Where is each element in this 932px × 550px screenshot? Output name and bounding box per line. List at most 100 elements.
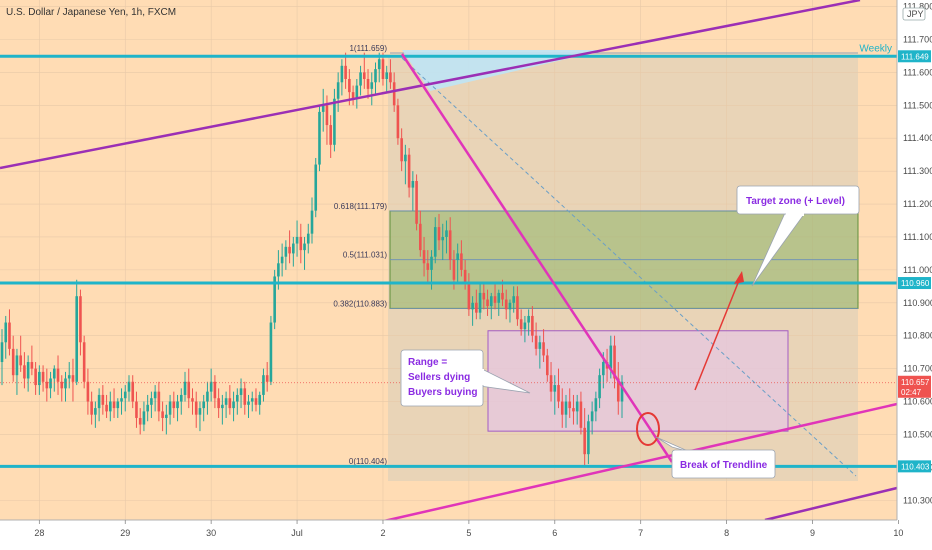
channel-upper-line[interactable] <box>0 0 861 170</box>
candle <box>86 368 90 415</box>
candle <box>594 391 598 422</box>
candle <box>4 315 8 359</box>
candle <box>400 128 403 172</box>
time-axis-label: 2 <box>380 528 385 538</box>
candle-body <box>482 292 486 300</box>
candle <box>127 375 131 402</box>
candle-body <box>512 296 515 303</box>
candle <box>467 273 471 316</box>
candle <box>123 385 127 412</box>
price-axis[interactable]: 111.800 111.700 111.600 111.500 111.400 111.3… <box>903 2 932 506</box>
dashed-projection-line <box>401 57 857 477</box>
candle-body <box>516 296 519 320</box>
candle <box>258 391 262 415</box>
candle-body <box>374 69 377 83</box>
candle <box>64 371 67 402</box>
descending-trendline[interactable] <box>400 53 674 463</box>
level-price-tag-text: 110.403 <box>901 462 930 471</box>
candle-body <box>94 408 97 415</box>
ascending-trendline[interactable] <box>383 402 898 523</box>
candle <box>142 401 146 432</box>
candle <box>292 236 295 267</box>
candle-body <box>217 398 220 409</box>
candle-body <box>392 82 396 106</box>
candle <box>497 289 501 316</box>
candle-body <box>38 371 41 386</box>
candle <box>179 388 183 415</box>
level-name: Weekly <box>859 43 892 54</box>
candle <box>531 306 534 343</box>
candle <box>191 388 194 415</box>
candle-body <box>127 381 131 392</box>
candle-body <box>232 401 235 409</box>
candle <box>250 391 254 412</box>
candle <box>11 335 15 382</box>
candle <box>101 385 105 415</box>
price-axis-label: 111.200 <box>903 199 932 209</box>
candle <box>284 240 288 270</box>
candle-body <box>598 375 601 399</box>
candle <box>616 362 620 415</box>
fib-label: 0.382(110.883) <box>333 299 387 308</box>
candle-body <box>452 260 456 280</box>
candle <box>269 315 273 386</box>
candle-body <box>546 355 549 376</box>
candle <box>23 352 26 389</box>
candle <box>366 69 370 99</box>
candle <box>340 59 344 96</box>
candle-body <box>389 72 392 83</box>
candle <box>355 78 359 109</box>
candle <box>19 335 22 372</box>
candle <box>572 394 575 425</box>
candle-body <box>497 292 501 303</box>
time-axis-label: 5 <box>466 528 471 538</box>
range-callout[interactable]: Range = Sellers dying Buyers buying <box>400 349 531 407</box>
candle-body <box>594 398 598 412</box>
candle-body <box>564 401 568 415</box>
candle <box>247 394 250 418</box>
candle <box>138 408 142 435</box>
level-price-tag-text: 111.649 <box>901 52 929 61</box>
candle-body <box>202 401 205 409</box>
candle-body <box>153 391 157 399</box>
candle-body <box>49 378 52 389</box>
candle <box>232 391 235 422</box>
candle <box>45 368 49 402</box>
price-axis-label: 111.700 <box>903 34 932 44</box>
candle-body <box>344 65 347 79</box>
candle <box>523 315 527 343</box>
candle-body <box>79 296 82 343</box>
candle <box>489 292 493 320</box>
candle-body <box>407 154 411 188</box>
candle-body <box>150 398 153 405</box>
candle-body <box>288 246 291 254</box>
time-axis-label: 10 <box>893 528 903 538</box>
candle-body <box>411 181 415 188</box>
candle-body <box>105 404 108 412</box>
candle <box>422 236 426 277</box>
candle-body <box>292 243 295 254</box>
candle-body <box>310 210 314 234</box>
candle <box>534 322 538 356</box>
break-callout[interactable]: Break of Trendline <box>655 436 776 479</box>
time-axis[interactable]: 282930Jul2567891012 <box>34 520 932 538</box>
price-axis-label: 110.300 <box>903 495 932 505</box>
candle <box>295 220 299 257</box>
candle <box>120 388 123 415</box>
candle <box>546 348 549 382</box>
target-callout[interactable]: Target zone (+ Level) <box>736 185 860 287</box>
candle <box>213 375 217 409</box>
fib-label: 0.618(111.179) <box>334 202 387 211</box>
candle-body <box>572 408 575 412</box>
candle <box>243 381 247 415</box>
candle-body <box>467 283 471 310</box>
candle <box>221 394 224 425</box>
candle-body <box>142 411 146 425</box>
candle <box>493 283 497 310</box>
candle <box>26 355 30 392</box>
candle-body <box>609 345 613 369</box>
candle-body <box>112 401 116 409</box>
range-callout-cover <box>476 369 484 385</box>
channel-lower-line[interactable] <box>764 486 898 522</box>
